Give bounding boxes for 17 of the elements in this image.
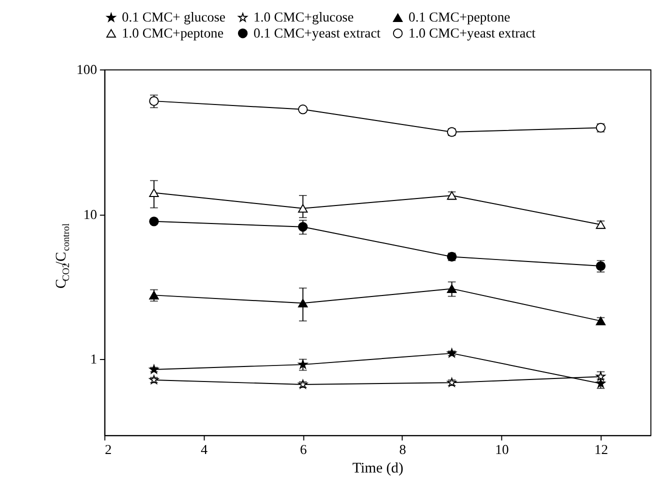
legend-label: 0.1 CMC+yeast extract — [254, 25, 381, 40]
y-tick-label: 10 — [83, 206, 98, 222]
legend-label: 0.1 CMC+peptone — [408, 10, 510, 25]
x-axis-title: Time (d) — [352, 460, 404, 477]
x-tick-label: 10 — [495, 442, 509, 458]
x-tick-label: 2 — [104, 442, 112, 458]
legend-label: 1.0 CMC+peptone — [122, 25, 224, 40]
x-tick-label: 8 — [399, 442, 406, 458]
legend-label: 1.0 CMC+yeast extract — [408, 25, 536, 40]
x-tick-label: 12 — [594, 442, 608, 458]
legend-label: 0.1 CMC+ glucose — [122, 10, 226, 25]
y-tick-label: 1 — [90, 352, 98, 367]
y-axis-title: CCO2/Ccontrol — [53, 223, 72, 289]
legend-label: 1.0 CMC+glucose — [254, 10, 354, 25]
x-tick-label: 4 — [200, 442, 208, 458]
y-tick-label: 100 — [76, 62, 98, 77]
x-tick-label: 6 — [300, 442, 307, 458]
